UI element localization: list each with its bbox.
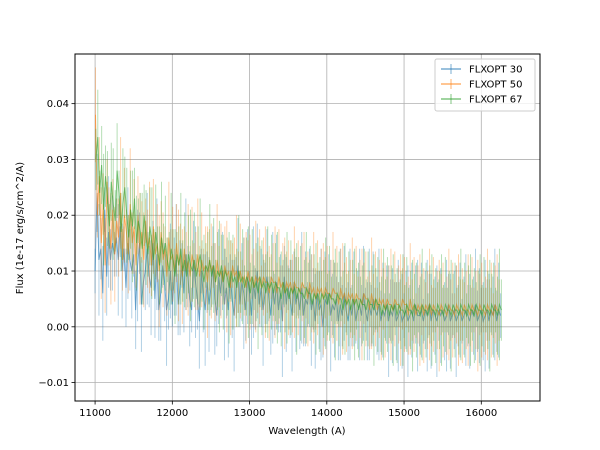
y-tick-label: −0.01 <box>38 378 69 389</box>
x-tick-label: 11000 <box>79 408 111 419</box>
series-line <box>95 114 500 318</box>
x-axis-label: Wavelength (A) <box>268 426 345 437</box>
plot-frame <box>74 53 541 402</box>
y-tick-label: 0.04 <box>47 99 69 110</box>
series-line <box>95 137 502 318</box>
legend-item: FLXOPT 30 <box>441 64 522 76</box>
legend-item: FLXOPT 50 <box>441 79 522 91</box>
x-tick-label: 16000 <box>465 408 497 419</box>
legend: FLXOPT 30 FLXOPT 50 FLXOPT 67 <box>434 58 536 112</box>
x-tick-label: 15000 <box>388 408 420 419</box>
legend-label: FLXOPT 30 <box>469 65 522 76</box>
x-tick-label: 12000 <box>156 408 188 419</box>
legend-item: FLXOPT 67 <box>441 94 522 106</box>
y-tick-label: 0.02 <box>47 211 69 222</box>
y-axis-ticks: −0.01 0.00 0.01 0.02 0.03 0.04 <box>38 99 75 389</box>
legend-label: FLXOPT 50 <box>469 80 522 91</box>
x-axis-ticks: 11000 12000 13000 14000 15000 16000 <box>79 401 497 419</box>
legend-label: FLXOPT 67 <box>469 95 522 106</box>
series-3 <box>95 89 502 372</box>
plot-series <box>94 67 502 378</box>
grid <box>75 54 540 401</box>
x-tick-label: 13000 <box>234 408 266 419</box>
y-tick-label: 0.03 <box>47 155 69 166</box>
y-tick-label: 0.01 <box>47 267 69 278</box>
y-axis-label: Flux (1e-17 erg/s/cm^2/A) <box>15 162 26 294</box>
x-tick-label: 14000 <box>311 408 343 419</box>
legend-box <box>434 58 536 112</box>
y-tick-label: 0.00 <box>47 322 69 333</box>
